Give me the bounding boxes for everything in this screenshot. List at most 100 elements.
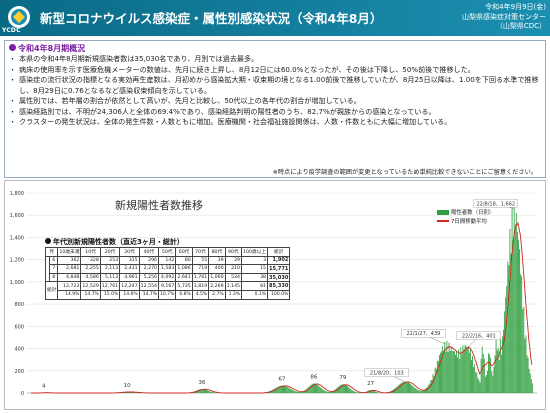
bar [434,367,436,393]
y-tick-label: 1,200 [10,258,24,264]
table-cell: 362 [57,255,82,266]
bar [356,392,358,393]
bar [498,359,500,393]
table-cell: 3 [241,255,269,266]
bar [456,351,457,393]
bar [408,382,409,393]
table-cell: 4,092 [158,272,177,283]
bar [520,274,522,393]
chart-panel: 新規陽性者数推移 0 200 400 600 800 1,000 1,200 1,400 1,60… [4,180,546,410]
bar [464,344,466,393]
peak-label: 10 [124,383,131,389]
bar [440,352,441,393]
page-title: 新型コロナウイルス感染症・属性別感染状況（令和4年8月） [40,11,383,26]
bar [278,386,280,393]
total-cell: 12,761 [99,281,121,291]
bar [311,384,313,393]
table-header: 60代 [175,247,193,257]
table-header: 100歳以上 [241,247,269,257]
annotation-box [456,331,501,340]
pct-cell: 14.9% [57,289,82,300]
bar [274,388,276,393]
bar [207,390,209,393]
bar [346,385,347,393]
bar [347,386,349,393]
bar [273,389,275,393]
annotation-label: 22/2/16、401 [462,333,496,339]
table-cell: 39 [208,255,226,266]
bar [276,387,278,393]
bar [200,389,202,393]
bar [442,346,444,393]
bar [522,308,524,393]
bar [441,351,442,393]
table-title-text: 年代別新規陽性者数（直近3ヶ月・総計） [53,238,184,246]
bar [419,390,421,393]
y-tick-label: 1,800 [10,191,24,197]
bar [330,391,331,393]
bar [494,355,496,393]
table-cell: 55 [191,255,210,266]
table-cell: 5,256 [138,272,160,283]
total-cell: 5,735 [175,281,193,291]
bar [201,389,203,393]
bar [210,391,212,393]
bar [294,391,296,393]
table-cell: 80 [175,255,193,266]
table-header: 40代 [138,247,160,257]
bar [275,387,277,393]
summary-bullet: 感染症の流行状況の指標となる実効再生産数は、月初めから感染拡大期・収束期の境とな… [9,75,541,96]
bar [293,390,295,393]
bar [405,381,407,393]
bar [373,390,375,393]
bar [510,253,512,393]
bar [317,384,319,393]
bar [457,357,459,393]
bar [320,387,322,393]
bar [374,391,376,393]
bar [397,385,399,393]
bar [469,349,471,393]
table-title: 年代別新規陽性者数（直近3ヶ月・総計） [45,237,184,247]
report-date: 令和4年9月9日(金) [485,3,546,11]
bar [439,355,440,393]
bar [343,384,345,393]
annotation-label: 22/1/27、439 [407,331,441,337]
bar [406,381,408,393]
bar [308,386,310,393]
month-cell: 7 [49,264,59,274]
bar [213,392,215,393]
bar [286,386,288,393]
bar [315,383,316,393]
bar [499,338,501,393]
bar [198,389,200,393]
peak-label: 27 [367,381,374,387]
table-header: 月 [44,247,59,257]
bar [500,354,502,393]
bar [489,354,491,393]
bar [433,376,435,393]
bar [482,353,484,393]
bar [211,391,213,393]
bar [129,391,131,393]
bar [460,347,462,393]
bar [466,347,468,393]
bar [372,390,374,393]
summary-bullet: 病床の使用率を示す医療危機メーターの数値は、先月に続き上昇し、8月12日には60… [9,65,541,76]
bar [332,391,334,393]
bar [341,384,343,393]
bar [325,391,327,393]
legend-bar-swatch [437,210,449,215]
bar [404,381,406,393]
table-cell: 4,586 [80,272,101,283]
bar [504,311,506,393]
bar [295,391,297,393]
bar [450,346,452,393]
bar [508,265,510,393]
bar [515,212,517,393]
table-body: 6 362 328 253 315 296 142 80 55 39 29 3 1,902 7 2,681 2… [44,255,291,300]
pct-cell: 1.3% [224,289,243,300]
bar [524,338,526,393]
bar [354,391,356,393]
heading-bullet-icon [9,44,16,51]
